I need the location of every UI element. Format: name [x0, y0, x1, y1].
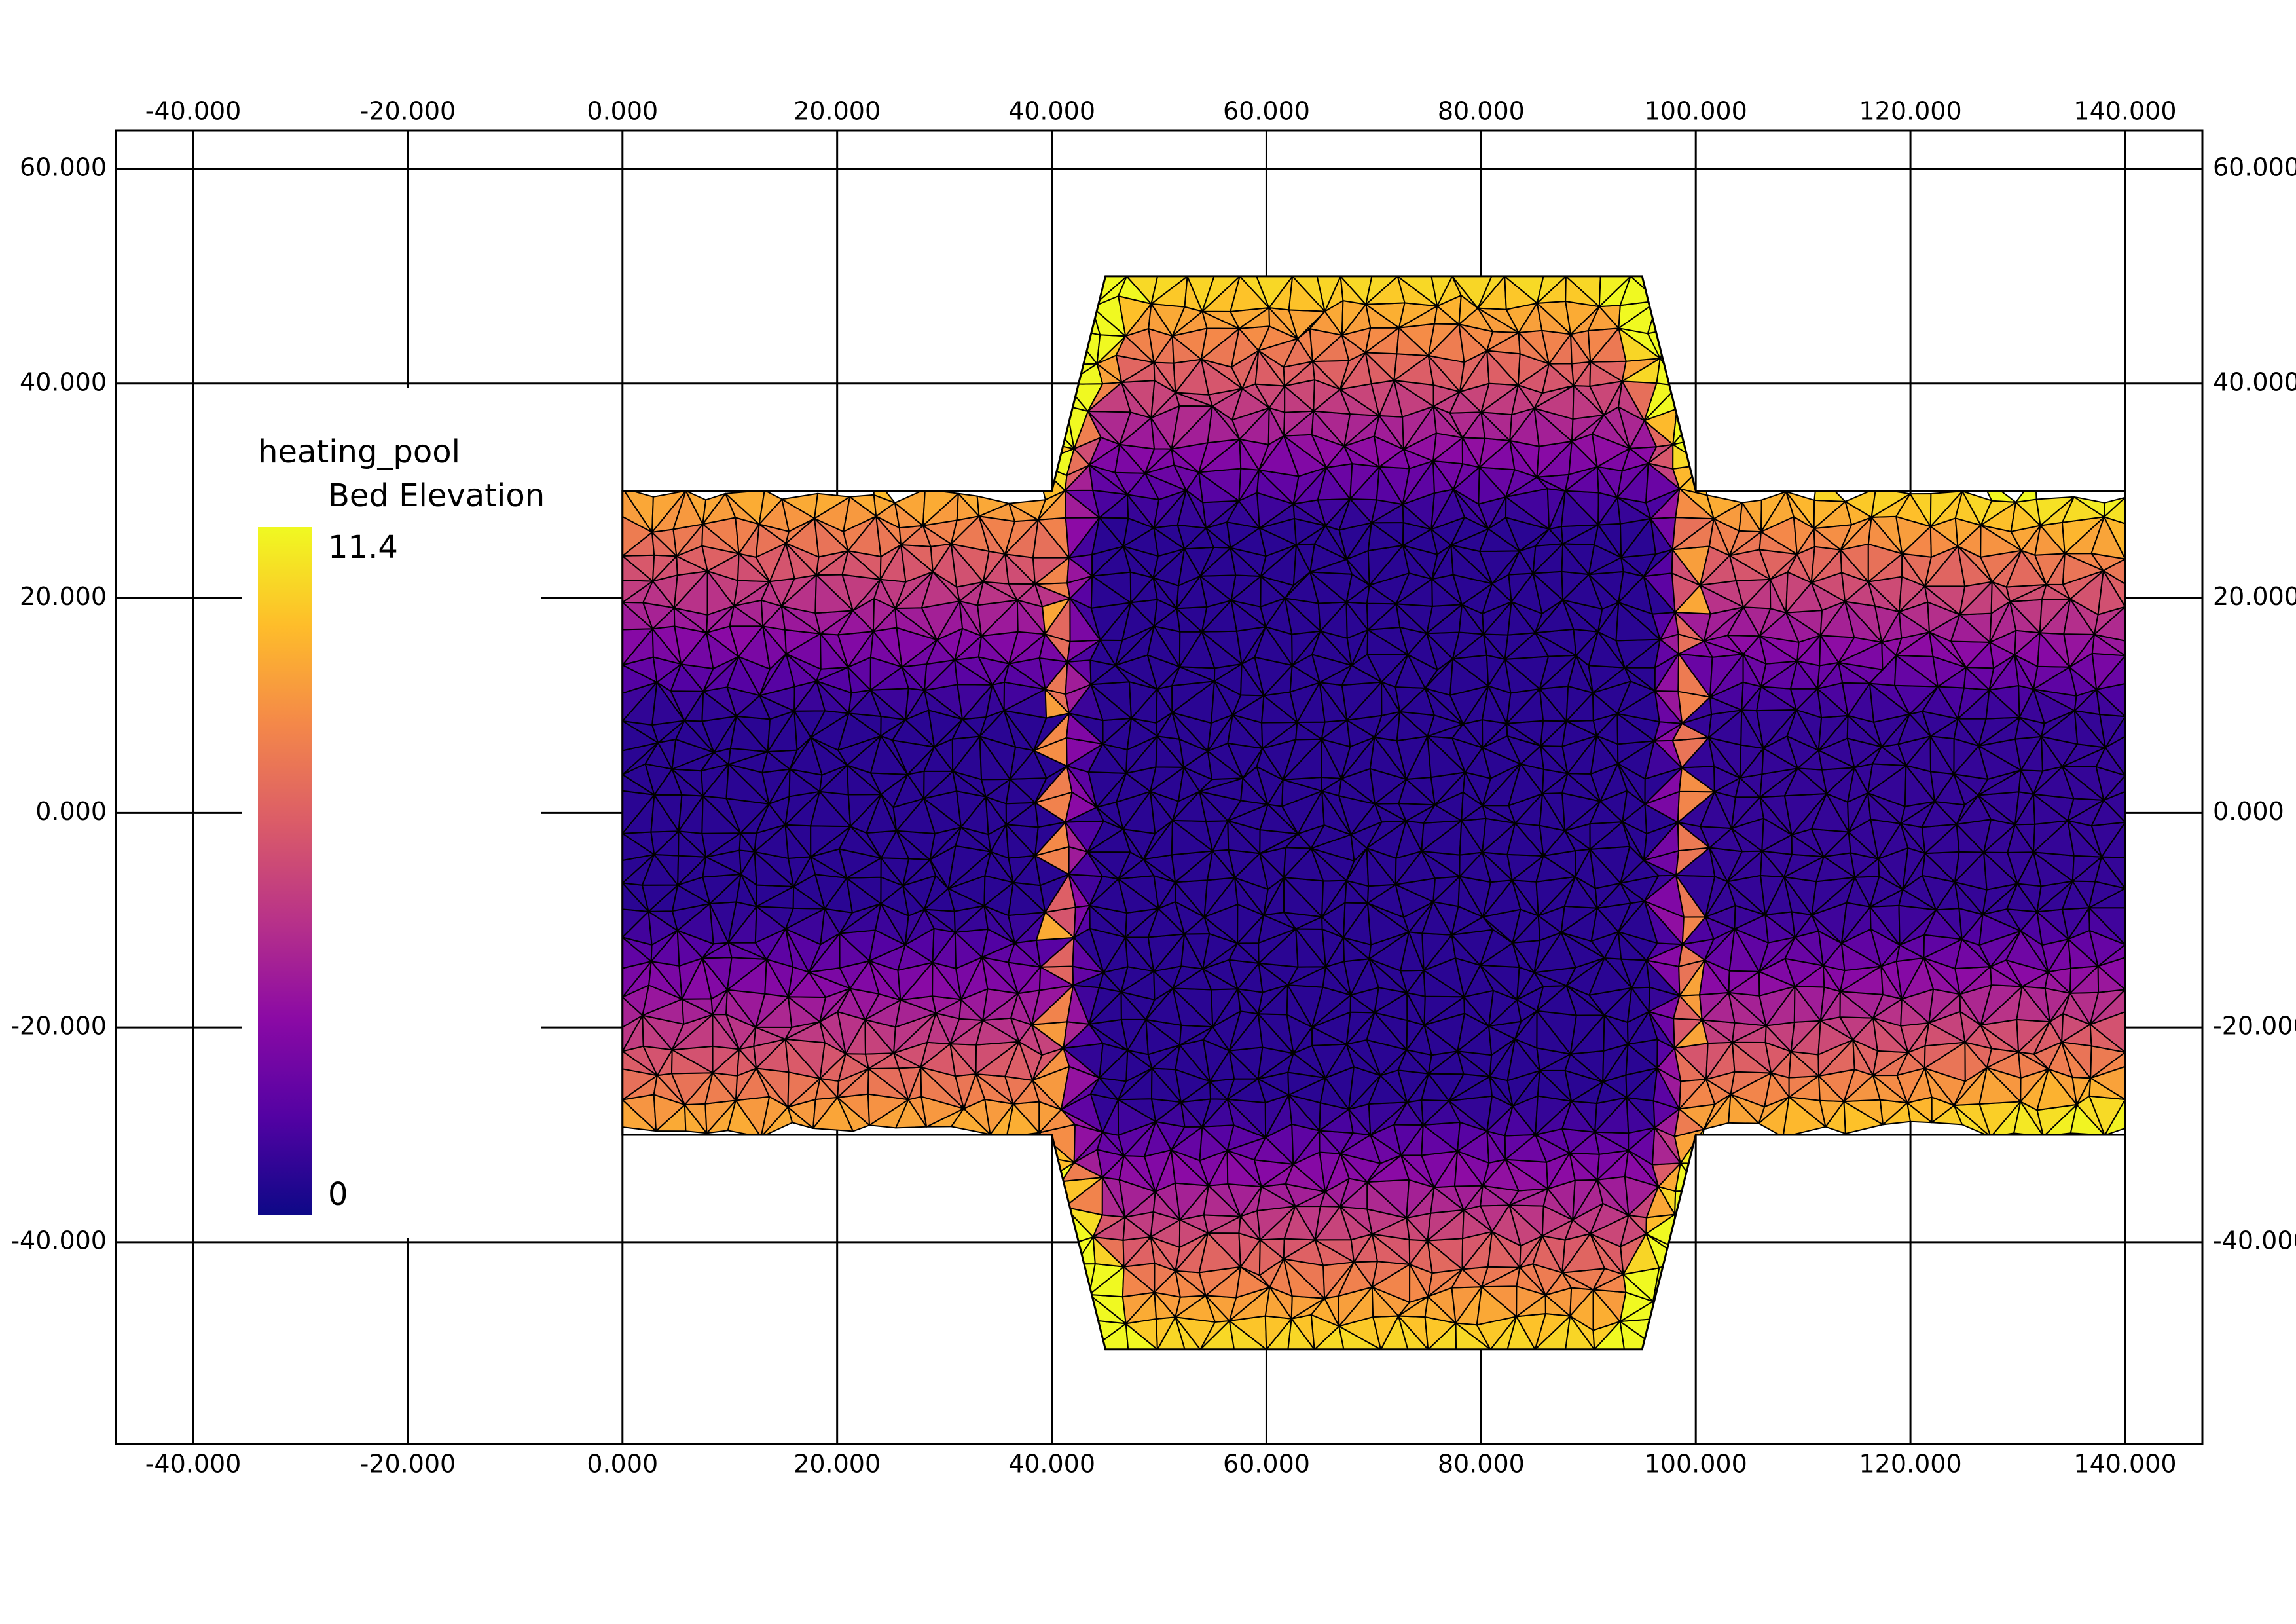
- mesh-cell: [651, 490, 687, 533]
- mesh-cell: [1929, 490, 1963, 527]
- x-tick-label-bottom: 20.000: [793, 1450, 881, 1479]
- x-tick-label-top: 140.000: [2073, 97, 2176, 126]
- mesh-cell: [758, 489, 783, 525]
- legend-layer-name: Bed Elevation: [328, 477, 545, 514]
- mesh-cell: [1659, 328, 1685, 360]
- x-tick-label-top: 120.000: [1859, 97, 1962, 126]
- colorbar: [258, 527, 312, 1215]
- mesh-cell: [1706, 494, 1743, 520]
- x-tick-label-bottom: -40.000: [145, 1450, 242, 1479]
- mesh-cell: [1074, 1293, 1090, 1321]
- x-tick-label-top: 40.000: [1008, 97, 1095, 126]
- x-tick-label-bottom: 60.000: [1223, 1450, 1310, 1479]
- y-tick-label-right: -40.000: [2213, 1226, 2296, 1255]
- x-tick-label-top: 20.000: [793, 97, 881, 126]
- y-tick-label-right: 0.000: [2213, 797, 2284, 826]
- mesh-cell: [1652, 1301, 1684, 1323]
- mesh-cell: [2015, 475, 2037, 503]
- y-tick-label-right: -20.000: [2213, 1012, 2296, 1041]
- mesh-outline: [621, 275, 2126, 1351]
- y-tick-label-left: -40.000: [10, 1226, 107, 1255]
- x-tick-label-bottom: 0.000: [587, 1450, 658, 1479]
- y-tick-label-right: 60.000: [2213, 153, 2296, 182]
- y-tick-label-left: -20.000: [10, 1012, 107, 1041]
- mesh-cell: [1760, 490, 1787, 533]
- y-tick-label-left: 60.000: [20, 153, 107, 182]
- x-tick-label-bottom: 80.000: [1438, 1450, 1525, 1479]
- y-tick-label-left: 40.000: [20, 367, 107, 396]
- x-tick-label-top: 60.000: [1223, 97, 1310, 126]
- x-tick-label-top: -20.000: [360, 97, 456, 126]
- x-tick-label-bottom: -20.000: [360, 1450, 456, 1479]
- plot-frame: [115, 129, 2204, 1445]
- y-tick-label-right: 20.000: [2213, 582, 2296, 611]
- mesh-cell: [1071, 1293, 1090, 1321]
- mesh-cell: [2035, 496, 2075, 526]
- x-tick-label-top: 80.000: [1438, 97, 1525, 126]
- x-tick-label-top: 0.000: [587, 97, 658, 126]
- x-tick-label-top: -40.000: [145, 97, 242, 126]
- mesh-cell: [1074, 276, 1097, 308]
- mesh-cell: [1656, 358, 1679, 387]
- x-tick-label-top: 100.000: [1645, 97, 1747, 126]
- x-tick-label-bottom: 40.000: [1008, 1450, 1095, 1479]
- y-tick-label-right: 40.000: [2213, 367, 2296, 396]
- x-tick-label-bottom: 140.000: [2073, 1450, 2176, 1479]
- colorbar-max-label: 11.4: [328, 529, 398, 566]
- mesh-cell: [1813, 473, 1846, 502]
- y-tick-label-left: 20.000: [20, 582, 107, 611]
- mesh-cell: [976, 495, 1010, 517]
- y-tick-label-left: 0.000: [35, 797, 107, 826]
- mesh-cell: [702, 492, 727, 525]
- mesh-cell: [2103, 496, 2125, 518]
- colorbar-min-label: 0: [328, 1176, 348, 1213]
- x-tick-label-bottom: 120.000: [1859, 1450, 1962, 1479]
- legend-title: heating_pool: [258, 434, 460, 470]
- mesh-cell: [814, 492, 850, 519]
- x-tick-label-bottom: 100.000: [1645, 1450, 1747, 1479]
